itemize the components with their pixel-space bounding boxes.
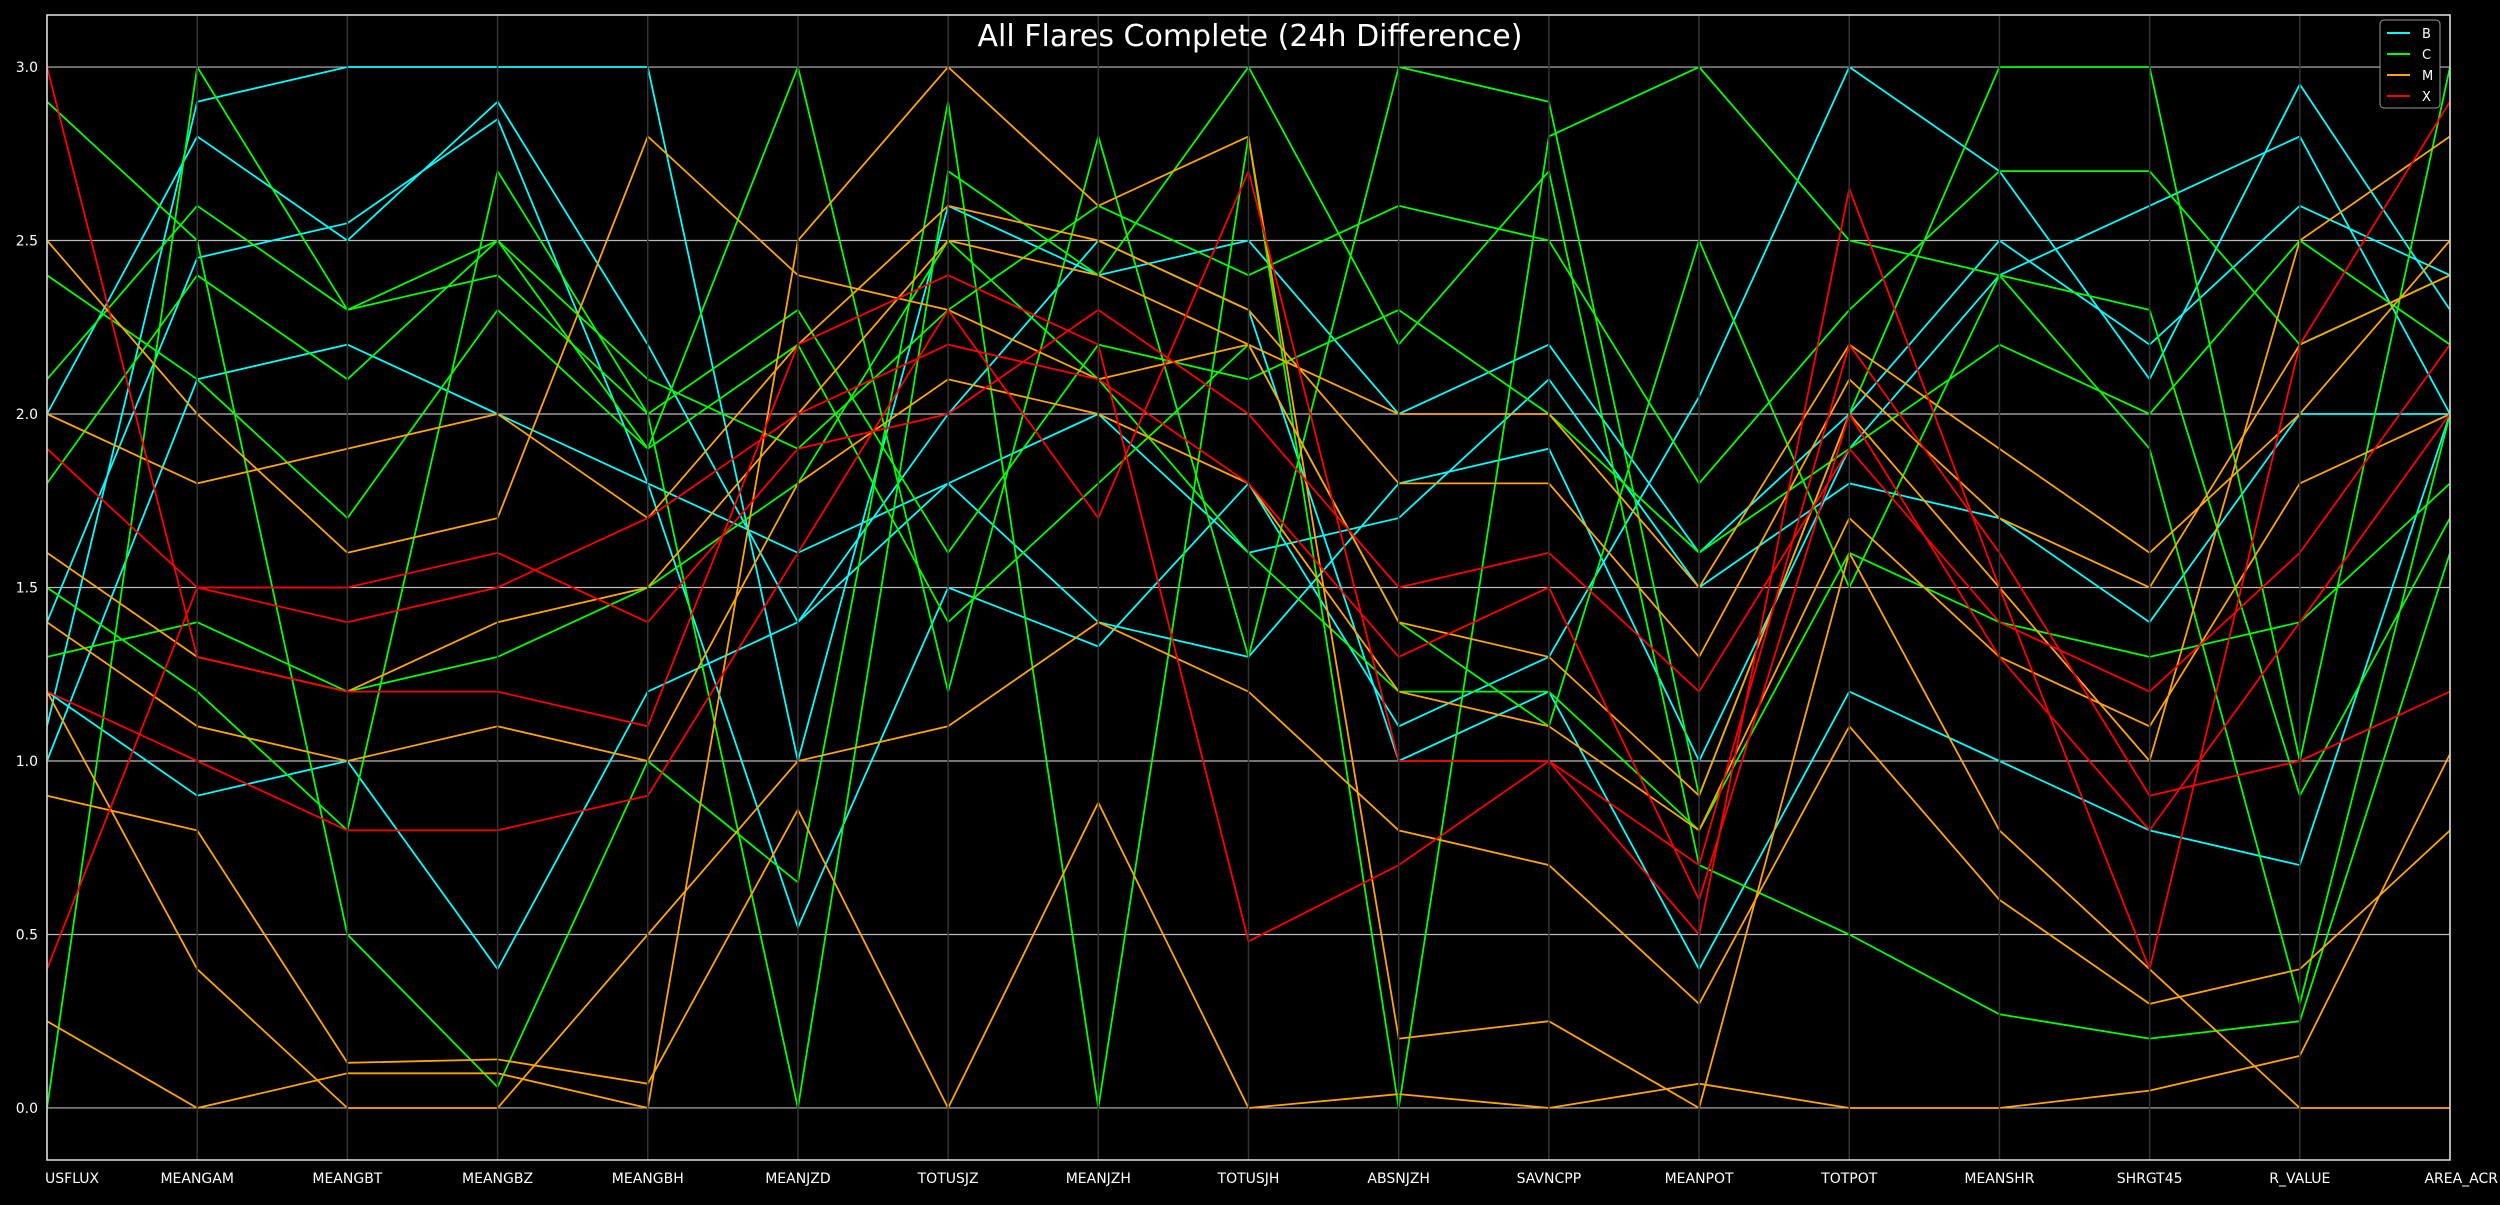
legend-label: M	[2422, 69, 2433, 84]
y-tick-labels: 0.0 0.5 1.0 1.5 2.0 2.5 3.0	[16, 60, 38, 1117]
legend-label: B	[2422, 27, 2431, 42]
axis-label: MEANJZH	[1066, 1171, 1131, 1187]
y-tick-label: 1.5	[16, 581, 38, 597]
plot-frame	[46, 14, 2451, 1161]
axis-label: TOTPOT	[1820, 1171, 1878, 1187]
axis-label: MEANJZD	[765, 1171, 830, 1187]
axis-label: MEANPOT	[1665, 1171, 1734, 1187]
axis-label: MEANGBT	[312, 1171, 382, 1187]
legend-label: X	[2422, 90, 2431, 105]
axis-label: USFLUX	[45, 1171, 100, 1187]
legend-box	[2379, 19, 2441, 109]
axis-label: AREA_ACR	[2424, 1171, 2498, 1187]
axis-label: MEANGAM	[160, 1171, 233, 1187]
y-tick-label: 0.5	[16, 927, 38, 943]
legend-label: C	[2422, 48, 2431, 63]
y-tick-label: 2.0	[16, 407, 38, 423]
y-tick-label: 2.5	[16, 234, 38, 250]
axis-labels: USFLUX MEANGAM MEANGBT MEANGBZ MEANGBH MEANJZ…	[45, 1171, 2498, 1187]
axis-label: R_VALUE	[2269, 1171, 2330, 1187]
axis-label: MEANGBZ	[462, 1171, 533, 1187]
axis-label: SHRGT45	[2117, 1171, 2183, 1187]
axis-label: TOTUSJZ	[917, 1171, 979, 1187]
chart-title: All Flares Complete (24h Difference)	[978, 19, 1523, 54]
axis-label: TOTUSJH	[1217, 1171, 1280, 1187]
axis-label: ABSNJZH	[1367, 1171, 1430, 1187]
axis-label: MEANSHR	[1964, 1171, 2034, 1187]
y-tick-label: 3.0	[16, 60, 38, 76]
y-tick-label: 1.0	[16, 754, 38, 770]
axis-label: MEANGBH	[612, 1171, 684, 1187]
y-tick-label: 0.0	[16, 1101, 38, 1117]
axis-label: SAVNCPP	[1517, 1171, 1582, 1187]
